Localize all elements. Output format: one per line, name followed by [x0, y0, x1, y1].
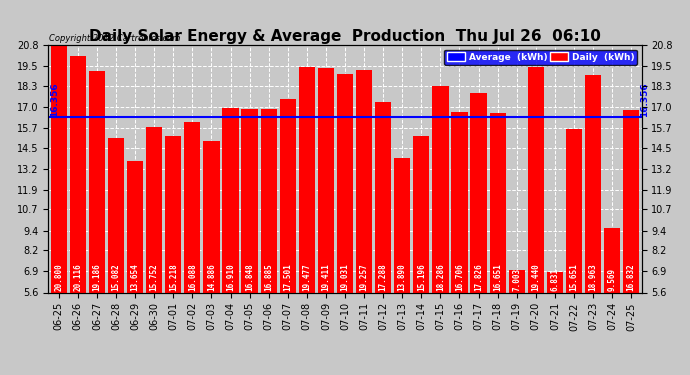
Text: 13.654: 13.654: [130, 263, 139, 291]
Text: 19.257: 19.257: [359, 263, 368, 291]
Title: Daily Solar Energy & Average  Production  Thu Jul 26  06:10: Daily Solar Energy & Average Production …: [89, 29, 601, 44]
Bar: [299, 66, 315, 292]
Text: 18.286: 18.286: [436, 263, 445, 291]
Text: 19.440: 19.440: [531, 263, 540, 291]
Legend: Average  (kWh), Daily  (kWh): Average (kWh), Daily (kWh): [444, 50, 637, 64]
Text: 15.218: 15.218: [169, 263, 178, 291]
Bar: [50, 45, 67, 292]
Bar: [127, 161, 144, 292]
Bar: [528, 67, 544, 292]
Bar: [337, 74, 353, 292]
Bar: [604, 228, 620, 292]
Bar: [566, 129, 582, 292]
Text: 17.826: 17.826: [474, 263, 483, 291]
Bar: [279, 99, 296, 292]
Bar: [146, 127, 162, 292]
Bar: [375, 102, 391, 292]
Bar: [70, 56, 86, 292]
Bar: [204, 141, 219, 292]
Text: 6.831: 6.831: [551, 267, 560, 291]
Text: 17.501: 17.501: [284, 263, 293, 291]
Text: 16.651: 16.651: [493, 263, 502, 291]
Text: 7.003: 7.003: [512, 267, 521, 291]
Text: 15.082: 15.082: [112, 263, 121, 291]
Text: 14.886: 14.886: [207, 263, 216, 291]
Bar: [585, 75, 601, 292]
Bar: [108, 138, 124, 292]
Text: 19.031: 19.031: [340, 263, 350, 291]
Text: Copyright 2012 Cartronics.com: Copyright 2012 Cartronics.com: [49, 33, 181, 42]
Bar: [394, 158, 411, 292]
Bar: [471, 93, 486, 292]
Bar: [623, 110, 640, 292]
Text: 19.477: 19.477: [302, 263, 311, 291]
Bar: [89, 71, 105, 292]
Bar: [509, 270, 525, 292]
Text: 15.752: 15.752: [150, 263, 159, 291]
Text: 16.088: 16.088: [188, 263, 197, 291]
Text: 16.848: 16.848: [245, 263, 254, 291]
Text: 15.651: 15.651: [569, 263, 578, 291]
Bar: [546, 273, 563, 292]
Bar: [241, 110, 257, 292]
Bar: [318, 68, 334, 292]
Bar: [184, 122, 201, 292]
Text: 16.910: 16.910: [226, 263, 235, 291]
Text: 13.890: 13.890: [397, 263, 406, 291]
Bar: [489, 112, 506, 292]
Text: 16.885: 16.885: [264, 263, 273, 291]
Bar: [165, 136, 181, 292]
Bar: [433, 86, 448, 292]
Text: 17.288: 17.288: [379, 263, 388, 291]
Bar: [451, 112, 468, 292]
Text: 15.196: 15.196: [417, 263, 426, 291]
Text: 16.356: 16.356: [50, 82, 59, 117]
Text: 19.411: 19.411: [322, 263, 331, 291]
Text: 19.186: 19.186: [92, 263, 101, 291]
Text: 20.116: 20.116: [73, 263, 82, 291]
Text: 16.356: 16.356: [640, 82, 649, 117]
Text: 18.963: 18.963: [589, 263, 598, 291]
Text: 16.832: 16.832: [627, 263, 635, 291]
Text: 16.706: 16.706: [455, 263, 464, 291]
Text: 20.800: 20.800: [55, 263, 63, 291]
Bar: [413, 136, 429, 292]
Bar: [356, 70, 372, 292]
Text: 9.569: 9.569: [608, 267, 617, 291]
Bar: [222, 108, 239, 292]
Bar: [261, 109, 277, 292]
